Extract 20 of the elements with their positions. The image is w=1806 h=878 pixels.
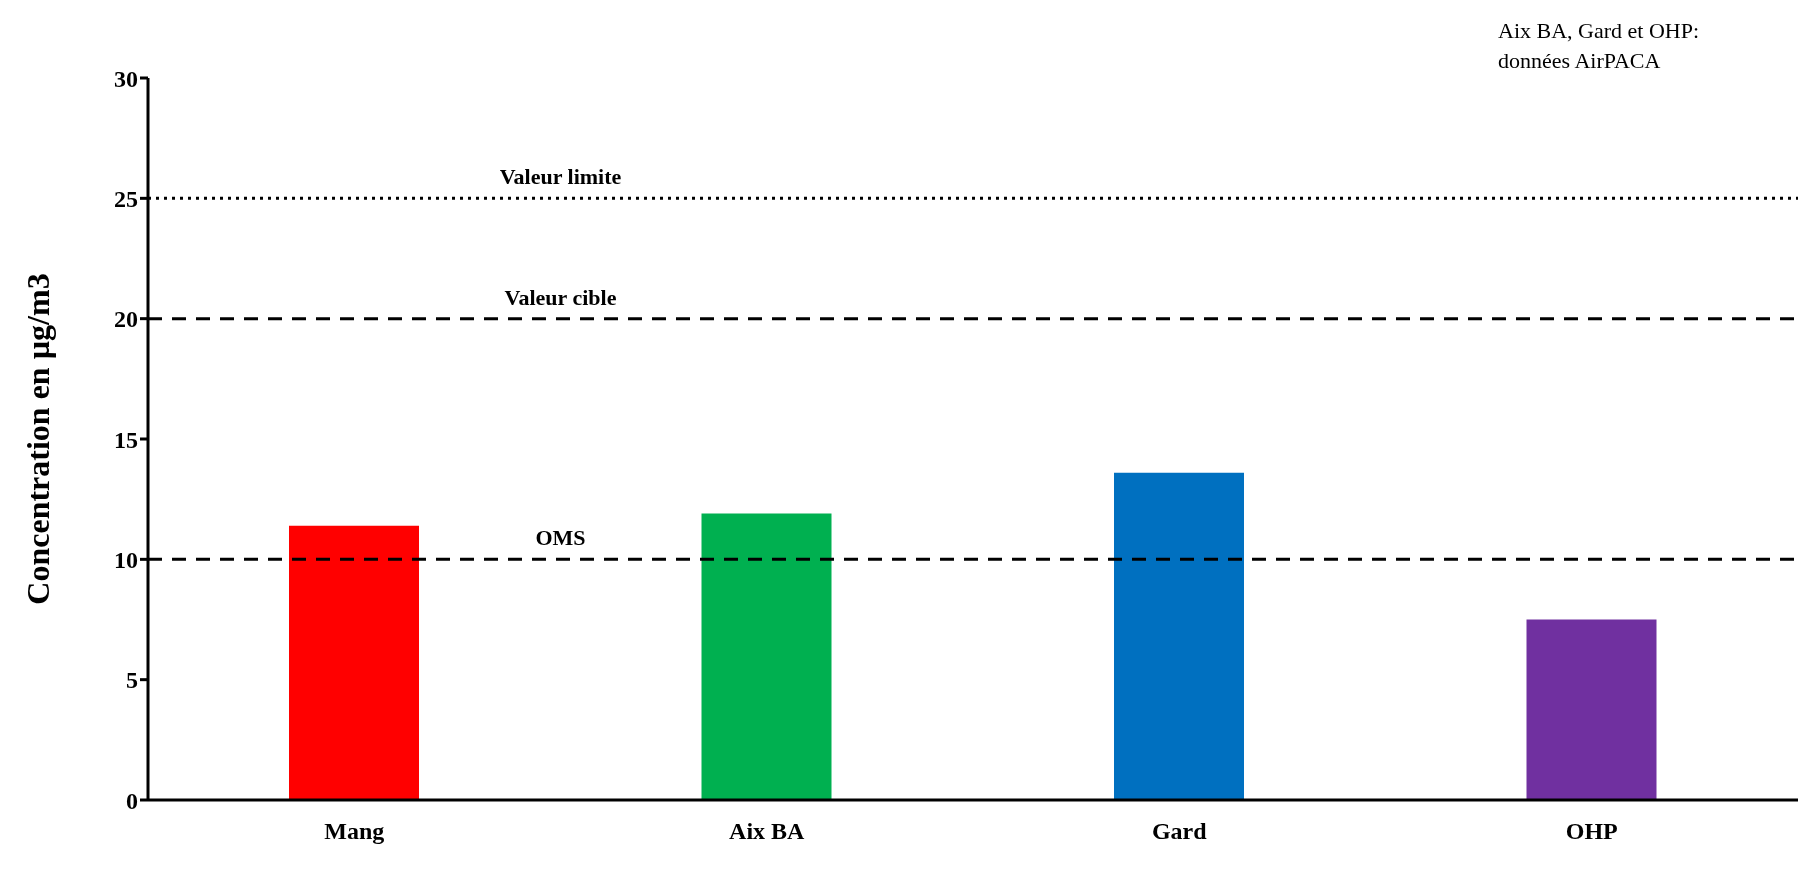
y-tick-label: 15 — [114, 426, 138, 453]
x-tick-label: Aix BA — [729, 818, 806, 845]
bar — [289, 525, 419, 800]
y-tick-label: 20 — [114, 306, 138, 333]
y-tick-label: 25 — [114, 185, 138, 212]
y-tick-label: 10 — [114, 546, 138, 573]
text: Aix BA, Gard et OHP: données AirPACA — [1498, 17, 1701, 75]
y-tick-label: 0 — [126, 787, 138, 814]
bar — [701, 513, 832, 800]
y-tick-label: 30 — [114, 65, 138, 92]
ref-line-label: Valeur limite — [499, 164, 622, 190]
ref-line-label: OMS — [535, 525, 586, 551]
bar — [1114, 472, 1244, 800]
ref-line-label: Valeur cible — [504, 284, 617, 310]
y-axis-title: Concentration en µg/m3 — [20, 273, 57, 605]
y-tick-label: 5 — [126, 667, 138, 694]
x-tick-label: Mang — [324, 818, 385, 845]
x-tick-label: Gard — [1151, 818, 1208, 845]
bar — [1526, 619, 1657, 800]
x-tick-label: OHP — [1565, 818, 1618, 845]
